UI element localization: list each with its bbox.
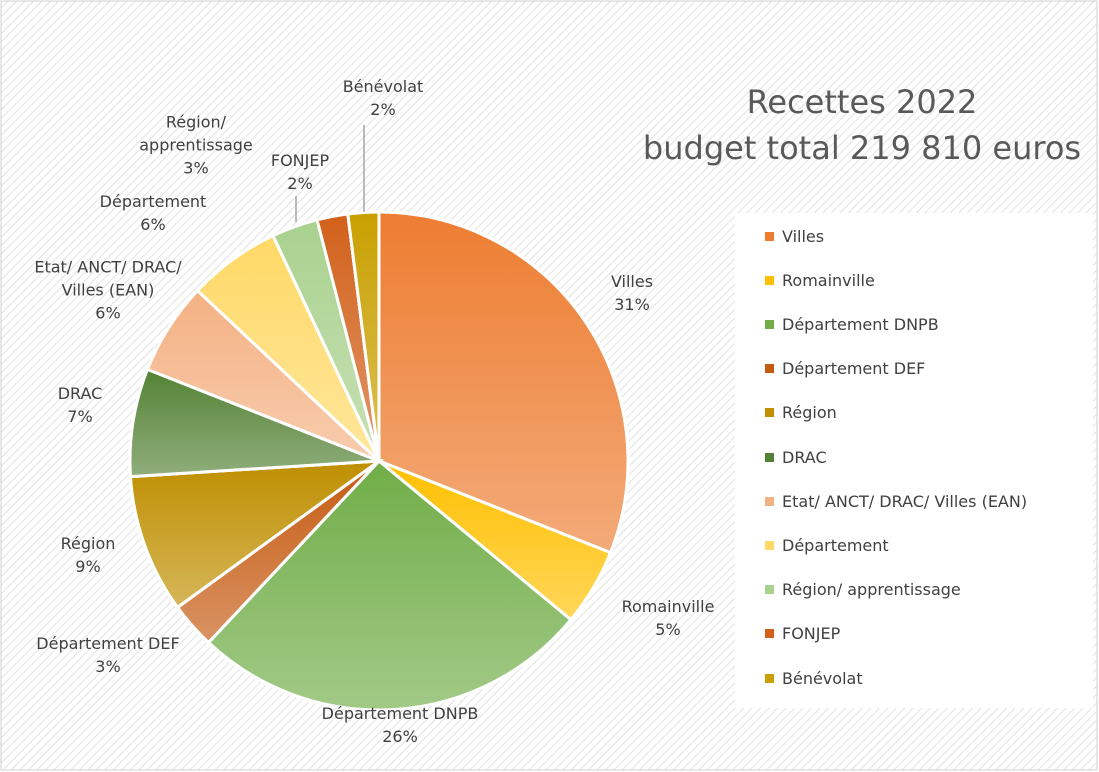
data-label-name: Département DEF (36, 634, 180, 653)
legend-item: Département DEF (765, 357, 925, 381)
pie (128, 210, 630, 712)
legend-swatch (765, 231, 774, 241)
data-label-value: 3% (183, 158, 209, 178)
data-label: Région 9% (61, 532, 116, 578)
legend-swatch (765, 275, 774, 285)
data-label-name: FONJEP (270, 151, 330, 170)
data-label-name: Etat/ ANCT/ DRAC/ Villes (EAN) (34, 257, 182, 300)
legend-item: Département DNPB (765, 312, 939, 336)
data-label-name: Région/ apprentissage (139, 112, 253, 155)
legend-swatch (765, 673, 774, 683)
pie-slice-fill (377, 210, 630, 555)
data-label: Région/ apprentissage 3% (134, 111, 259, 180)
data-label-value: 5% (655, 620, 681, 639)
data-label-name: Villes (610, 272, 654, 291)
data-label: Etat/ ANCT/ DRAC/ Villes (EAN) 6% (18, 256, 198, 325)
legend-swatch (765, 364, 774, 374)
data-label-value: 26% (382, 727, 418, 746)
data-label-name: Romainville (621, 597, 715, 616)
legend-label: Villes (782, 226, 825, 246)
chart-title: Recettes 2022 (746, 83, 978, 121)
data-label: Villes 31% (611, 270, 653, 316)
legend-label: Région/ apprentissage (782, 580, 961, 600)
legend-label: Département (782, 535, 889, 555)
data-label: DRAC 7% (58, 382, 103, 428)
legend-item: Région/ apprentissage (765, 578, 961, 602)
data-label: FONJEP 2% (271, 149, 329, 195)
data-label-name: Région (60, 534, 116, 553)
data-label-value: 2% (287, 174, 313, 193)
legend-label: Bénévolat (782, 668, 863, 688)
legend: Villes Romainville Département DNPB Départe… (735, 213, 1093, 708)
data-label: Département DEF 3% (36, 632, 179, 678)
pie-slice-fill (346, 210, 381, 462)
data-label-name: Département (99, 192, 207, 211)
legend-item: Département (765, 533, 889, 557)
data-label: Département DNPB 26% (322, 702, 479, 748)
legend-swatch (765, 319, 774, 329)
legend-swatch (765, 452, 774, 462)
pie-slice-fill (206, 458, 573, 712)
data-label-value: 9% (75, 557, 101, 576)
legend-swatch (765, 585, 774, 595)
data-label-value: 6% (95, 303, 121, 323)
data-label-value: 31% (614, 295, 650, 314)
legend-item: Bénévolat (765, 666, 863, 690)
data-label-name: DRAC (57, 384, 103, 403)
legend-item: Villes (765, 224, 824, 248)
data-label-value: 7% (67, 407, 93, 426)
legend-label: Etat/ ANCT/ DRAC/ Villes (EAN) (782, 491, 1028, 511)
legend-item: FONJEP (765, 622, 840, 646)
data-label-name: Bénévolat (342, 77, 424, 96)
legend-item: Région (765, 401, 837, 425)
legend-item: DRAC (765, 445, 827, 469)
legend-label: FONJEP (782, 624, 841, 644)
legend-swatch (765, 408, 774, 418)
data-label: Département 6% (100, 190, 207, 236)
legend-label: Romainville (782, 270, 875, 290)
legend-swatch (765, 496, 774, 506)
legend-label: Département DEF (782, 359, 926, 379)
data-label-value: 3% (95, 657, 121, 676)
legend-label: Département DNPB (782, 314, 939, 334)
chart-subtitle: budget total 219 810 euros (642, 129, 1082, 167)
legend-label: DRAC (782, 447, 827, 467)
data-label-value: 6% (140, 215, 166, 234)
data-label: Bénévolat 2% (343, 75, 424, 121)
data-label: Romainville 5% (622, 595, 715, 641)
pie-slice-fill (128, 459, 385, 610)
legend-label: Région (782, 403, 837, 423)
legend-item: Etat/ ANCT/ DRAC/ Villes (EAN) (765, 489, 1027, 513)
pie-slice-fill (128, 367, 380, 479)
legend-swatch (765, 540, 774, 550)
legend-item: Romainville (765, 268, 875, 292)
legend-swatch (765, 629, 774, 639)
data-label-name: Département DNPB (321, 704, 479, 723)
data-label-value: 2% (370, 100, 396, 119)
